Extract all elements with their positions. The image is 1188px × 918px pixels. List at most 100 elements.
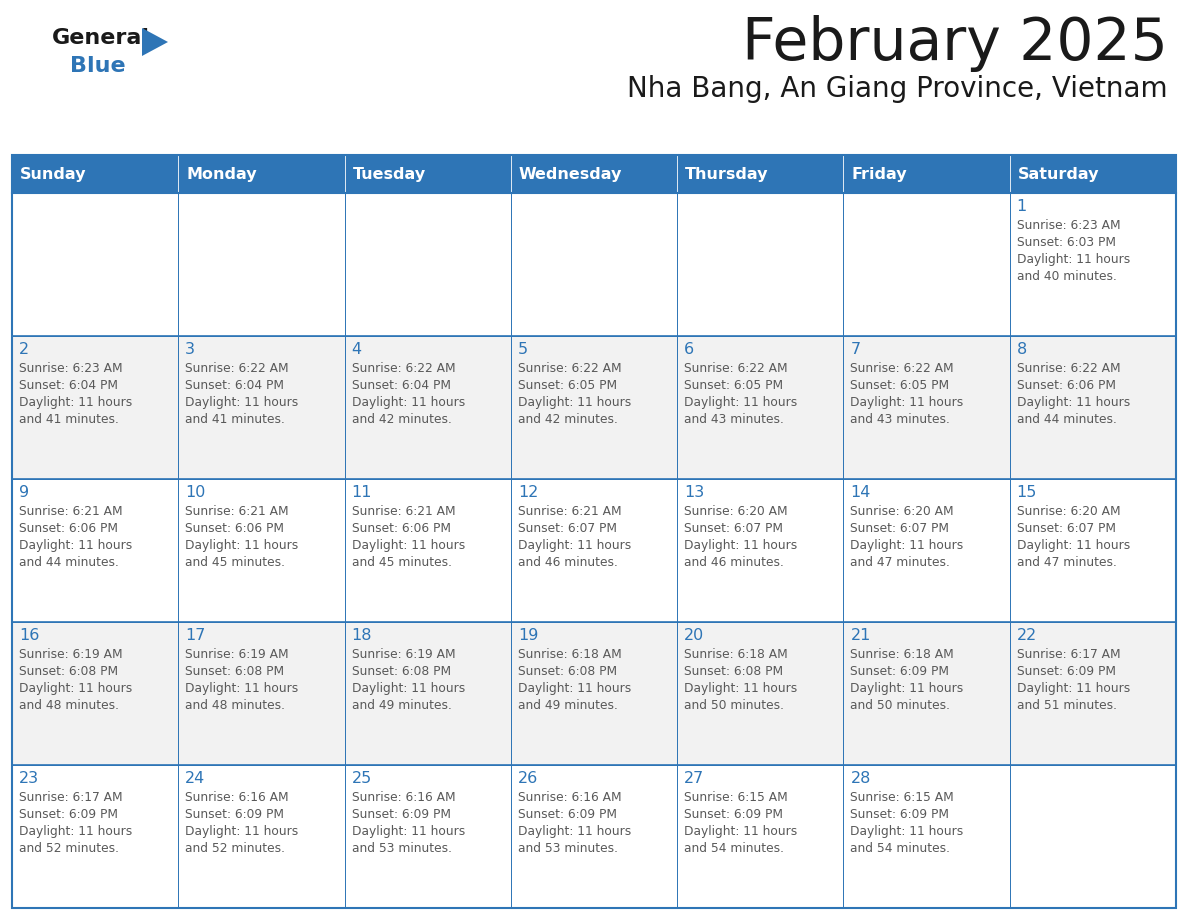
Text: 9: 9 <box>19 485 30 500</box>
Text: 11: 11 <box>352 485 372 500</box>
Text: Sunrise: 6:17 AM: Sunrise: 6:17 AM <box>19 791 122 804</box>
Text: Sunset: 6:09 PM: Sunset: 6:09 PM <box>851 665 949 678</box>
Text: Sunset: 6:06 PM: Sunset: 6:06 PM <box>1017 379 1116 392</box>
Text: and 40 minutes.: and 40 minutes. <box>1017 270 1117 283</box>
Text: 8: 8 <box>1017 342 1026 357</box>
Text: Sunset: 6:07 PM: Sunset: 6:07 PM <box>684 522 783 535</box>
Text: 27: 27 <box>684 771 704 786</box>
Text: Daylight: 11 hours: Daylight: 11 hours <box>185 539 298 552</box>
Text: and 54 minutes.: and 54 minutes. <box>851 842 950 855</box>
Text: Sunrise: 6:23 AM: Sunrise: 6:23 AM <box>19 362 122 375</box>
Text: Sunset: 6:08 PM: Sunset: 6:08 PM <box>684 665 783 678</box>
Text: Daylight: 11 hours: Daylight: 11 hours <box>684 539 797 552</box>
Text: Daylight: 11 hours: Daylight: 11 hours <box>185 396 298 409</box>
Text: Sunrise: 6:16 AM: Sunrise: 6:16 AM <box>518 791 621 804</box>
Text: Sunset: 6:06 PM: Sunset: 6:06 PM <box>352 522 450 535</box>
Bar <box>1010 193 1176 336</box>
Text: 3: 3 <box>185 342 195 357</box>
Text: Daylight: 11 hours: Daylight: 11 hours <box>1017 682 1130 695</box>
Text: 16: 16 <box>19 628 39 643</box>
Bar <box>345 765 511 908</box>
Bar <box>12 155 1176 908</box>
Bar <box>843 155 1010 193</box>
Text: and 53 minutes.: and 53 minutes. <box>352 842 451 855</box>
Bar <box>1010 765 1176 908</box>
Text: and 48 minutes.: and 48 minutes. <box>185 699 285 712</box>
Text: Sunset: 6:09 PM: Sunset: 6:09 PM <box>19 808 118 821</box>
Text: 2: 2 <box>19 342 30 357</box>
Text: and 44 minutes.: and 44 minutes. <box>1017 413 1117 426</box>
Text: Tuesday: Tuesday <box>353 166 425 182</box>
Text: Saturday: Saturday <box>1018 166 1099 182</box>
Text: Sunrise: 6:18 AM: Sunrise: 6:18 AM <box>684 648 788 661</box>
Bar <box>677 155 843 193</box>
Text: Sunrise: 6:21 AM: Sunrise: 6:21 AM <box>19 505 122 518</box>
Text: Sunrise: 6:20 AM: Sunrise: 6:20 AM <box>1017 505 1120 518</box>
Text: Daylight: 11 hours: Daylight: 11 hours <box>684 825 797 838</box>
Text: Sunset: 6:08 PM: Sunset: 6:08 PM <box>352 665 450 678</box>
Text: and 45 minutes.: and 45 minutes. <box>352 556 451 569</box>
Text: Sunset: 6:08 PM: Sunset: 6:08 PM <box>518 665 617 678</box>
Text: Daylight: 11 hours: Daylight: 11 hours <box>684 396 797 409</box>
Bar <box>178 336 345 479</box>
Text: and 52 minutes.: and 52 minutes. <box>19 842 119 855</box>
Text: 18: 18 <box>352 628 372 643</box>
Text: Sunrise: 6:19 AM: Sunrise: 6:19 AM <box>19 648 122 661</box>
Bar <box>843 336 1010 479</box>
Text: 15: 15 <box>1017 485 1037 500</box>
Text: Daylight: 11 hours: Daylight: 11 hours <box>185 825 298 838</box>
Text: Sunrise: 6:19 AM: Sunrise: 6:19 AM <box>185 648 289 661</box>
Text: Sunrise: 6:15 AM: Sunrise: 6:15 AM <box>851 791 954 804</box>
Text: 22: 22 <box>1017 628 1037 643</box>
Bar <box>178 622 345 765</box>
Bar <box>677 336 843 479</box>
Bar <box>12 155 178 193</box>
Bar <box>12 622 178 765</box>
Text: Sunset: 6:07 PM: Sunset: 6:07 PM <box>851 522 949 535</box>
Bar <box>345 622 511 765</box>
Bar <box>1010 622 1176 765</box>
Text: Sunrise: 6:17 AM: Sunrise: 6:17 AM <box>1017 648 1120 661</box>
Text: Daylight: 11 hours: Daylight: 11 hours <box>19 396 132 409</box>
Text: Daylight: 11 hours: Daylight: 11 hours <box>1017 396 1130 409</box>
Text: 14: 14 <box>851 485 871 500</box>
Text: Sunrise: 6:18 AM: Sunrise: 6:18 AM <box>851 648 954 661</box>
Text: Daylight: 11 hours: Daylight: 11 hours <box>851 825 963 838</box>
Bar <box>843 765 1010 908</box>
Text: Sunrise: 6:22 AM: Sunrise: 6:22 AM <box>518 362 621 375</box>
Text: 7: 7 <box>851 342 860 357</box>
Text: Daylight: 11 hours: Daylight: 11 hours <box>352 396 465 409</box>
Bar <box>843 479 1010 622</box>
Text: 5: 5 <box>518 342 527 357</box>
Bar <box>677 765 843 908</box>
Text: Wednesday: Wednesday <box>519 166 623 182</box>
Bar <box>511 622 677 765</box>
Text: 12: 12 <box>518 485 538 500</box>
Text: Daylight: 11 hours: Daylight: 11 hours <box>518 396 631 409</box>
Bar <box>345 155 511 193</box>
Text: Sunset: 6:04 PM: Sunset: 6:04 PM <box>185 379 284 392</box>
Text: General: General <box>52 28 150 48</box>
Text: 6: 6 <box>684 342 694 357</box>
Text: Sunrise: 6:21 AM: Sunrise: 6:21 AM <box>352 505 455 518</box>
Text: Sunrise: 6:15 AM: Sunrise: 6:15 AM <box>684 791 788 804</box>
Text: Daylight: 11 hours: Daylight: 11 hours <box>851 396 963 409</box>
Bar <box>511 765 677 908</box>
Text: 25: 25 <box>352 771 372 786</box>
Bar <box>843 193 1010 336</box>
Text: Sunset: 6:05 PM: Sunset: 6:05 PM <box>518 379 617 392</box>
Text: and 52 minutes.: and 52 minutes. <box>185 842 285 855</box>
Text: Sunset: 6:09 PM: Sunset: 6:09 PM <box>185 808 284 821</box>
Text: Daylight: 11 hours: Daylight: 11 hours <box>352 682 465 695</box>
Text: and 50 minutes.: and 50 minutes. <box>851 699 950 712</box>
Text: 28: 28 <box>851 771 871 786</box>
Bar <box>677 479 843 622</box>
Text: and 49 minutes.: and 49 minutes. <box>352 699 451 712</box>
Text: Sunset: 6:09 PM: Sunset: 6:09 PM <box>352 808 450 821</box>
Text: and 42 minutes.: and 42 minutes. <box>352 413 451 426</box>
Text: 13: 13 <box>684 485 704 500</box>
Text: Sunset: 6:06 PM: Sunset: 6:06 PM <box>19 522 118 535</box>
Text: Sunset: 6:04 PM: Sunset: 6:04 PM <box>352 379 450 392</box>
Text: Sunset: 6:05 PM: Sunset: 6:05 PM <box>684 379 783 392</box>
Text: and 46 minutes.: and 46 minutes. <box>518 556 618 569</box>
